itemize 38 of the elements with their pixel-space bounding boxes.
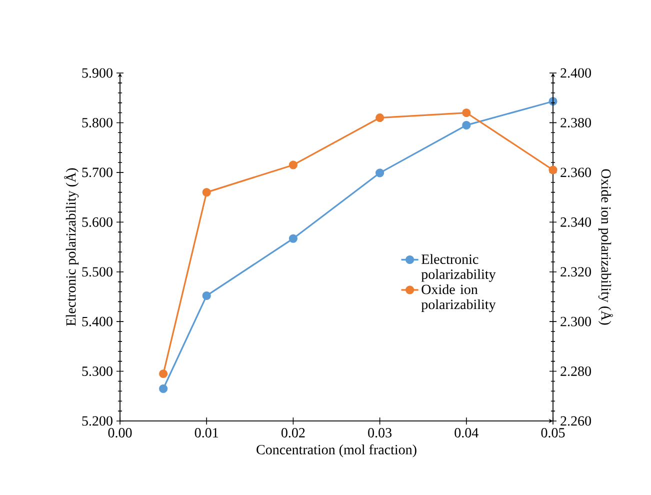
point	[202, 188, 211, 197]
legend-label: Oxide ion polarizability	[421, 284, 496, 312]
x-axis-title: Concentration (mol fraction)	[256, 444, 416, 458]
point	[202, 291, 211, 300]
x-tick-label: 0.00	[108, 428, 132, 438]
y-tick-label: 5.500	[82, 267, 112, 277]
x-tick-label: 0.01	[194, 428, 218, 438]
y2-tick-label: 2.360	[560, 168, 591, 178]
point	[288, 234, 298, 243]
y-axis-title: Electronic polarizability (Å)	[64, 168, 79, 326]
point	[159, 369, 168, 378]
y2-tick-label: 2.400	[560, 68, 591, 78]
point	[462, 108, 471, 118]
legend-label: Electronic polarizability	[421, 254, 496, 282]
point	[376, 113, 384, 122]
y-tick-label: 5.700	[82, 168, 112, 178]
point	[376, 168, 384, 178]
point	[548, 166, 558, 174]
y-tick-label: 5.900	[82, 68, 112, 78]
y-tick-label: 5.300	[82, 366, 112, 376]
y2-tick-label: 2.260	[560, 416, 591, 426]
y-tick-label: 5.400	[82, 316, 112, 326]
x-tick-label: 0.02	[281, 428, 305, 438]
y2-tick-label: 2.320	[560, 267, 591, 277]
y-tick-label: 5.200	[82, 416, 112, 426]
y2-tick-label: 2.340	[560, 217, 591, 227]
x-tick-label: 0.05	[541, 428, 565, 438]
y-tick-label: 5.800	[82, 118, 112, 128]
point	[288, 160, 298, 170]
x-tick-label: 0.04	[454, 428, 478, 438]
x-tick-label: 0.03	[368, 428, 392, 438]
y2-axis-title: Oxide ion polarizability (Å)	[598, 169, 613, 325]
y-tick-label: 5.600	[82, 217, 112, 227]
point	[462, 120, 471, 130]
y2-tick-label: 2.300	[560, 316, 591, 326]
point	[159, 384, 168, 393]
y2-tick-label: 2.380	[560, 118, 591, 128]
y2-tick-label: 2.280	[560, 366, 591, 376]
